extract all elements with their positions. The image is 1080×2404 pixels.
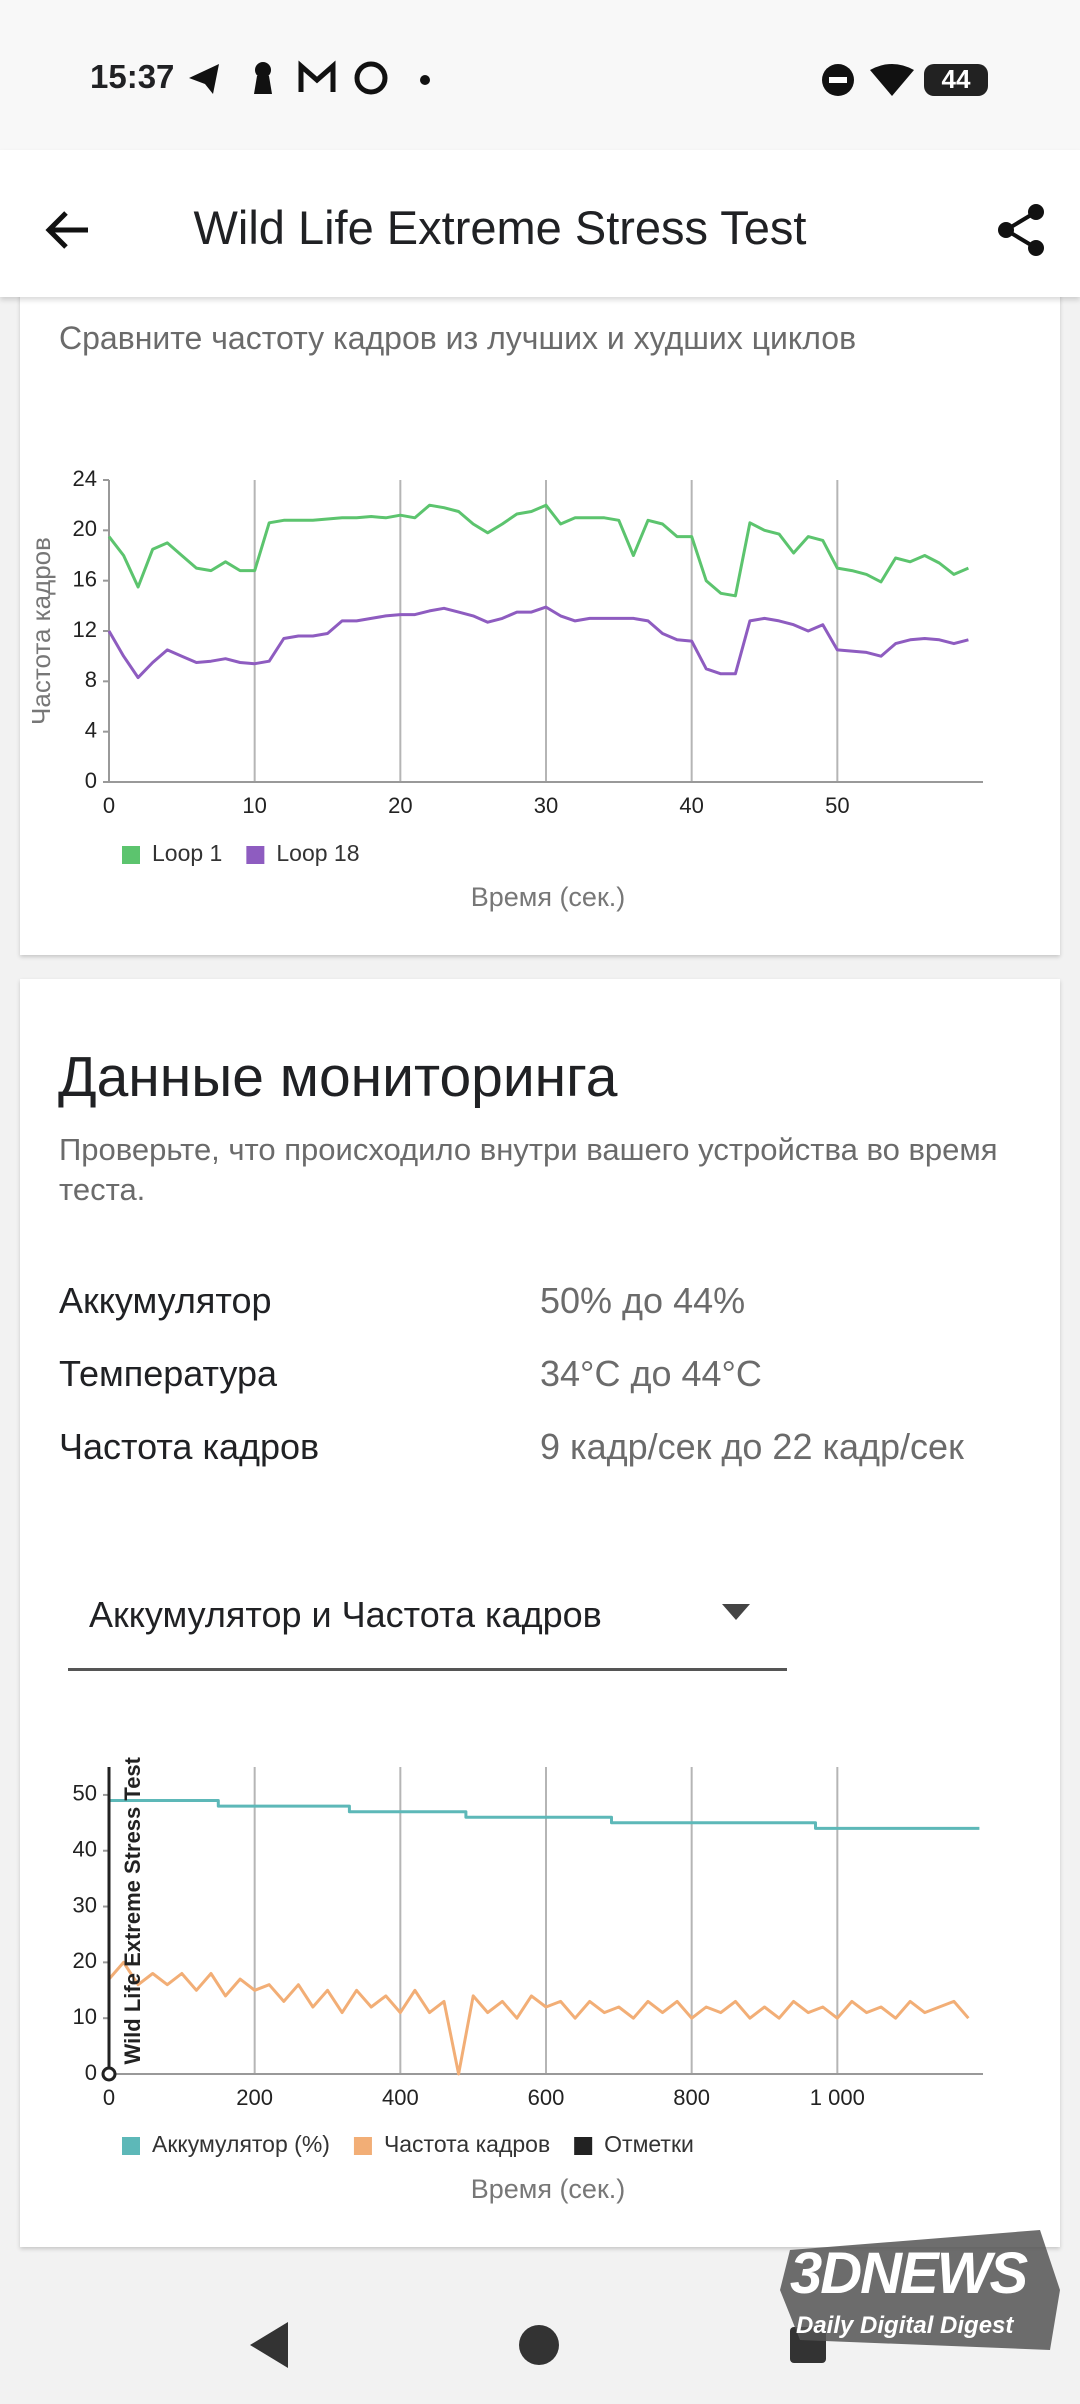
telegram-icon (189, 64, 219, 94)
loops-card (20, 260, 1060, 955)
mail-icon (298, 60, 336, 92)
share-lines (1002, 210, 1038, 250)
battery-icon (924, 64, 988, 96)
nav-back[interactable] (250, 2322, 288, 2368)
watermark-bg (780, 2230, 1060, 2350)
dropdown-arrow[interactable] (722, 1604, 752, 1622)
battery-level: 44 (941, 64, 971, 94)
status-right-icons (822, 64, 988, 96)
monitoring-description: Проверьте, что происходило внутри вашего… (59, 1132, 998, 1207)
dnd-bar (829, 77, 847, 83)
row-label: Аккумулятор (59, 1280, 272, 1321)
dropdown-caret (722, 1604, 750, 1620)
dropdown-underline (68, 1668, 787, 1671)
row-value: 9 кадр/сек до 22 кадр/сек (540, 1426, 964, 1467)
keyhole-icon-body (254, 76, 272, 94)
back-button[interactable] (44, 205, 94, 255)
row-value: 34°C до 44°C (540, 1353, 762, 1394)
app-bar (0, 150, 1080, 297)
back-arrow (45, 211, 88, 249)
fan-icon (354, 61, 388, 95)
status-icons (189, 60, 430, 95)
row-value: 50% до 44% (540, 1280, 746, 1321)
share-button[interactable] (996, 202, 1048, 258)
row-label: Температура (59, 1353, 278, 1394)
watermark-badge (780, 2230, 1060, 2350)
watermark-tagline: Daily Digital Digest (796, 2312, 1014, 2339)
watermark-brand: 3DNEWS (790, 2241, 1028, 2306)
loops-subtitle: Сравните частоту кадров из лучших и худш… (59, 320, 857, 356)
status-dot (420, 75, 430, 85)
keyhole-icon (255, 62, 271, 78)
nav-home[interactable] (519, 2325, 559, 2365)
row-label: Частота кадров (59, 1426, 320, 1467)
dropdown-label[interactable]: Аккумулятор и Частота кадров (89, 1594, 602, 1635)
app-title: Wild Life Extreme Stress Test (193, 201, 807, 254)
monitoring-title: Данные мониторинга (58, 1045, 618, 1109)
wifi-icon (870, 64, 914, 96)
status-time: 15:37 (90, 58, 175, 95)
